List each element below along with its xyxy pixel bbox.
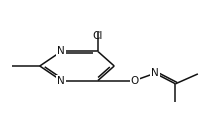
Text: N: N	[57, 46, 65, 56]
Text: N: N	[57, 76, 65, 86]
Text: O: O	[131, 76, 139, 86]
Text: Cl: Cl	[93, 31, 103, 41]
Text: N: N	[151, 68, 159, 78]
